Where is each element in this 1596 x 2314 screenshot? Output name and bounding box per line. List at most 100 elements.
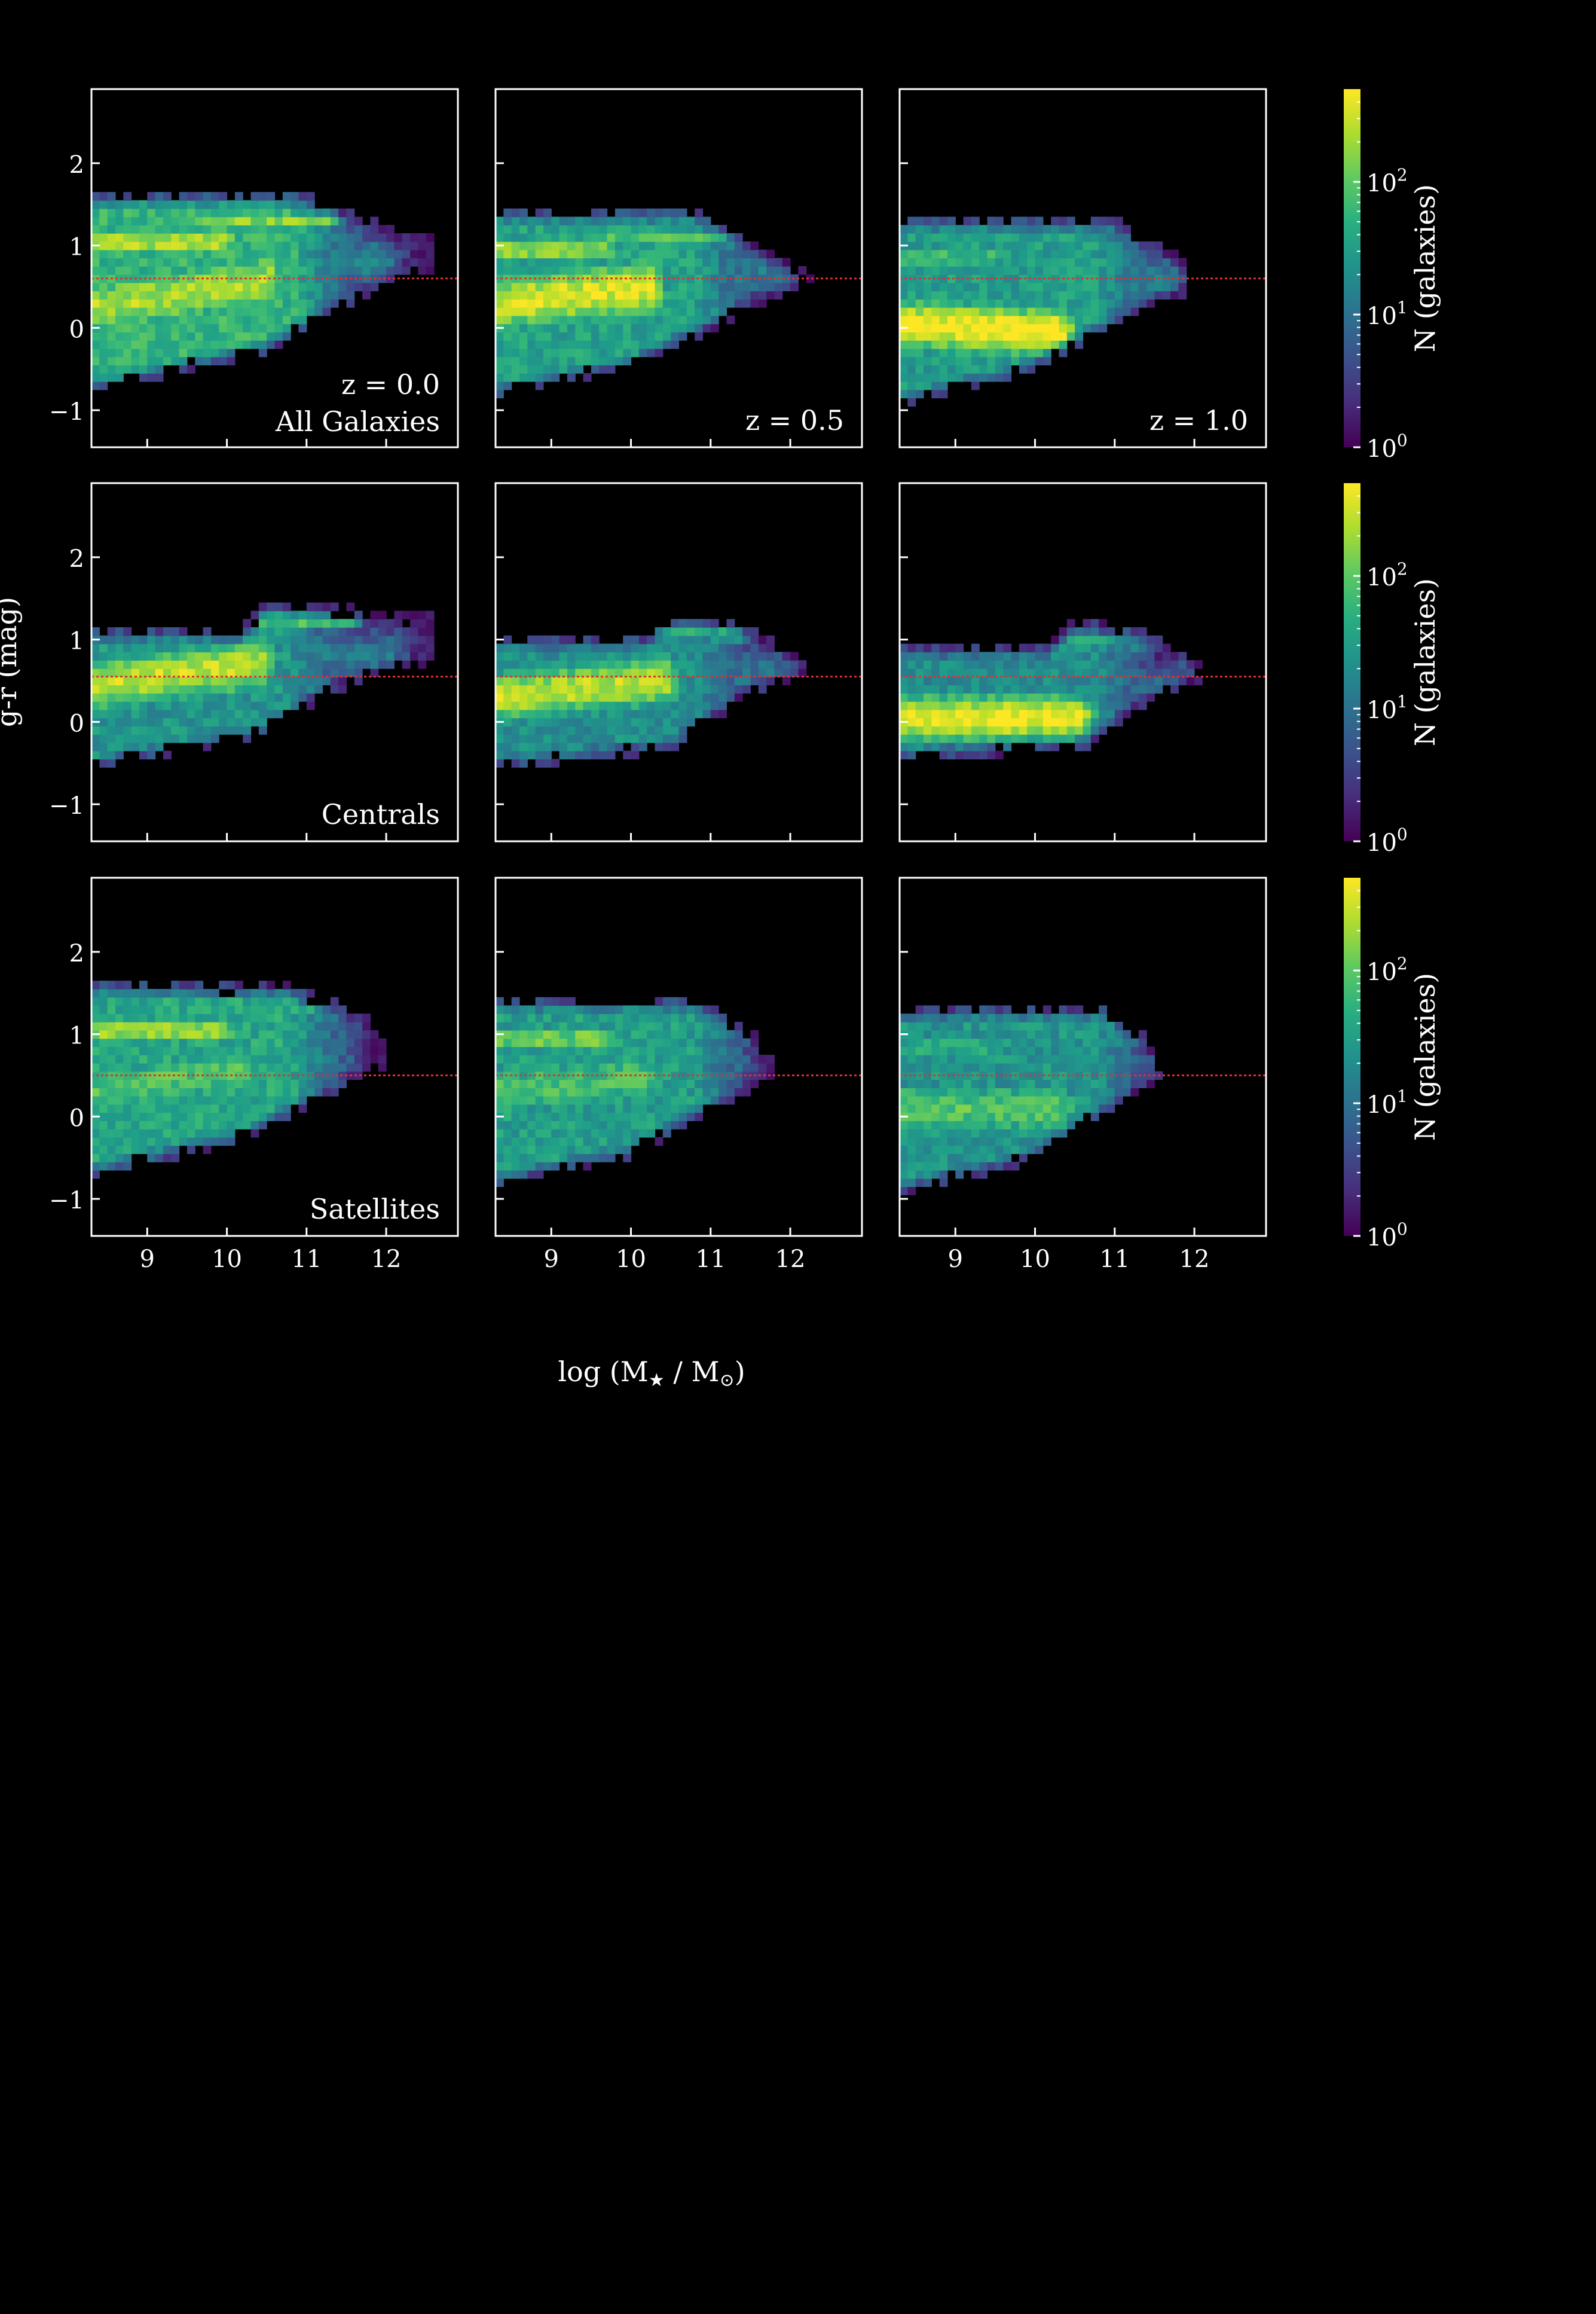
heatmap-cell: [567, 1121, 576, 1129]
heatmap-cell: [298, 225, 307, 234]
heatmap-cell: [322, 282, 331, 292]
heatmap-cell: [227, 676, 236, 686]
heatmap-cell: [535, 1162, 544, 1171]
heatmap-cell: [774, 668, 783, 677]
heatmap-cell: [614, 216, 623, 225]
heatmap-cell: [519, 1104, 528, 1113]
heatmap-cell: [607, 668, 616, 677]
heatmap-cell: [638, 635, 647, 645]
heatmap-cell: [107, 676, 116, 686]
heatmap-cell: [623, 709, 632, 719]
heatmap-cell: [734, 1055, 743, 1064]
heatmap-cell: [1051, 652, 1060, 661]
heatmap-cell: [742, 652, 751, 661]
heatmap-cell: [1059, 676, 1068, 686]
heatmap-cell: [179, 652, 188, 661]
heatmap-cell: [171, 1095, 180, 1105]
heatmap-cell: [923, 676, 932, 686]
heatmap-cell: [559, 299, 568, 308]
heatmap-cell: [915, 332, 924, 341]
heatmap-cell: [171, 225, 180, 234]
heatmap-cell: [718, 1055, 727, 1064]
heatmap-cell: [979, 734, 988, 743]
heatmap-cell: [575, 1153, 584, 1162]
heatmap-cell: [1035, 299, 1044, 308]
heatmap-cell: [274, 619, 283, 628]
heatmap-cell: [647, 676, 656, 686]
heatmap-cell: [171, 693, 180, 702]
heatmap-cell: [1019, 643, 1028, 653]
heatmap-cell: [418, 233, 427, 242]
heatmap-cell: [923, 1104, 932, 1113]
heatmap-cell: [123, 988, 132, 998]
heatmap-cell: [267, 340, 276, 349]
heatmap-cell: [410, 627, 418, 636]
heatmap-cell: [979, 1104, 988, 1113]
heatmap-cell: [710, 619, 719, 628]
heatmap-cell: [139, 1121, 148, 1129]
heatmap-cell: [139, 1030, 148, 1039]
heatmap-cell: [1123, 249, 1132, 259]
heatmap-cell: [607, 1121, 616, 1129]
heatmap-cell: [995, 1013, 1004, 1022]
heatmap-cell: [971, 693, 980, 702]
heatmap-cell: [607, 1005, 616, 1014]
heatmap-cell: [115, 332, 124, 341]
heatmap-cell: [1059, 258, 1068, 267]
heatmap-cell: [1003, 734, 1012, 743]
heatmap-cell: [915, 1005, 924, 1014]
heatmap-cell: [963, 1145, 972, 1155]
heatmap-cell: [638, 307, 647, 316]
heatmap-cell: [931, 332, 940, 341]
heatmap-cell: [987, 734, 996, 743]
heatmap-cell: [282, 1013, 291, 1022]
heatmap-cell: [638, 1088, 647, 1097]
heatmap-cell: [418, 635, 427, 645]
heatmap-cell: [1138, 635, 1147, 645]
heatmap-cell: [963, 348, 972, 358]
heatmap-cell: [139, 348, 148, 358]
heatmap-cell: [99, 348, 108, 358]
heatmap-cell: [671, 340, 680, 349]
heatmap-cell: [362, 233, 371, 242]
heatmap-cell: [1051, 676, 1060, 686]
heatmap-cell: [907, 356, 916, 366]
heatmap-cell: [575, 1038, 584, 1048]
heatmap-cell: [250, 1104, 259, 1113]
heatmap-cell: [496, 225, 504, 234]
heatmap-cell: [900, 1104, 908, 1113]
heatmap-cell: [147, 208, 156, 218]
heatmap-cell: [702, 652, 711, 661]
heatmap-cell: [551, 249, 560, 259]
heatmap-cell: [900, 1121, 908, 1129]
heatmap-cell: [766, 676, 775, 686]
heatmap-cell: [1059, 233, 1068, 242]
heatmap-cell: [1114, 241, 1123, 251]
heatmap-cell: [274, 652, 283, 661]
heatmap-cell: [662, 693, 671, 702]
heatmap-cell: [163, 1030, 172, 1039]
heatmap-cell: [1123, 676, 1132, 686]
heatmap-cell: [314, 619, 323, 628]
heatmap-cell: [1059, 1128, 1068, 1138]
heatmap-cell: [243, 1030, 252, 1039]
heatmap-cell: [179, 1104, 188, 1113]
heatmap-cell: [210, 1079, 219, 1088]
heatmap-cell: [503, 266, 512, 275]
heatmap-cell: [623, 676, 632, 686]
heatmap-cell: [219, 340, 228, 349]
heatmap-cell: [971, 742, 980, 752]
heatmap-cell: [662, 676, 671, 686]
heatmap-cell: [234, 685, 243, 694]
heatmap-cell: [163, 315, 172, 325]
heatmap-cell: [1003, 668, 1012, 677]
heatmap-cell: [1114, 249, 1123, 259]
heatmap-cell: [607, 249, 616, 259]
heatmap-cell: [695, 282, 704, 292]
heatmap-cell: [195, 348, 204, 358]
heatmap-cell: [607, 282, 616, 292]
heatmap-cell: [139, 635, 148, 645]
heatmap-cell: [995, 1071, 1004, 1080]
heatmap-cell: [678, 307, 687, 316]
heatmap-cell: [1003, 1079, 1012, 1088]
